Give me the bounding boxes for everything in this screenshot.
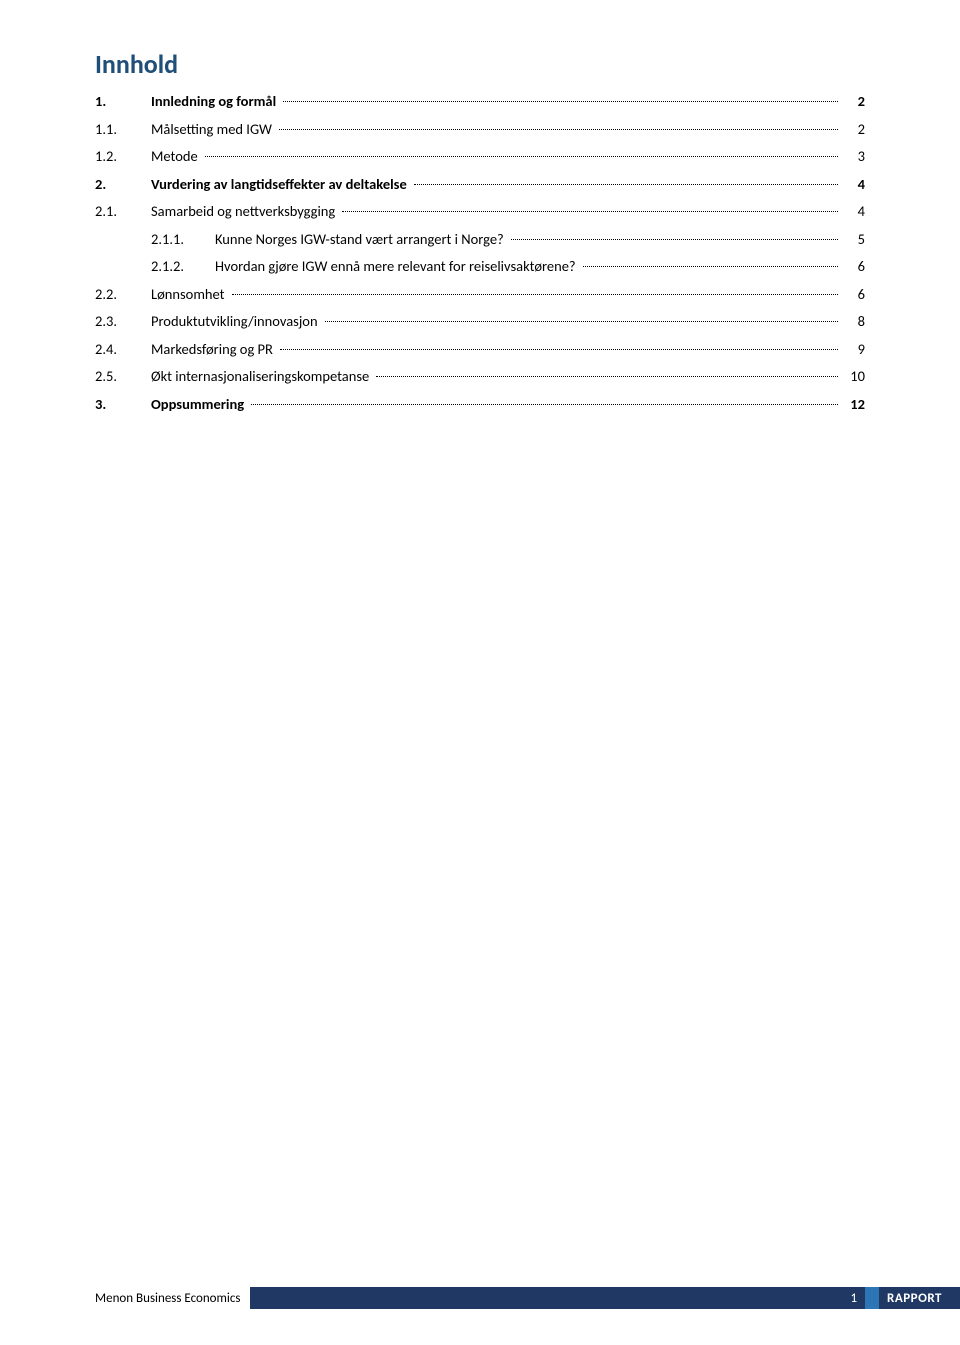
- toc-entry-page: 10: [841, 363, 865, 391]
- page-title: Innhold: [95, 48, 865, 80]
- toc-entry-page: 12: [841, 391, 865, 419]
- footer-separator: [865, 1287, 879, 1309]
- toc-entry-page: 6: [841, 253, 865, 281]
- toc-entry-page: 6: [841, 281, 865, 309]
- toc-entry[interactable]: 2.3.Produktutvikling/innovasjon 8: [95, 308, 865, 336]
- footer-bar: 1: [250, 1287, 865, 1309]
- footer-right-text: RAPPORT: [879, 1287, 960, 1309]
- footer-left-text: Menon Business Economics: [0, 1287, 250, 1309]
- toc-entry-number: 3.: [95, 391, 151, 419]
- toc-leader: [376, 376, 838, 377]
- toc-entry[interactable]: 2.Vurdering av langtidseffekter av delta…: [95, 171, 865, 199]
- toc-entry-label: Økt internasjonaliseringskompetanse: [151, 363, 373, 391]
- toc-leader: [279, 129, 838, 130]
- toc-entry-page: 2: [841, 88, 865, 116]
- toc-entry-label: Kunne Norges IGW-stand vært arrangert i …: [215, 226, 508, 254]
- toc-entry-label: Metode: [151, 143, 202, 171]
- toc-entry-label: Markedsføring og PR: [151, 336, 277, 364]
- toc-entry[interactable]: 1.2.Metode 3: [95, 143, 865, 171]
- toc-entry-page: 3: [841, 143, 865, 171]
- toc-entry-page: 2: [841, 116, 865, 144]
- toc-entry-page: 4: [841, 171, 865, 199]
- toc-entry[interactable]: 2.1.Samarbeid og nettverksbygging 4: [95, 198, 865, 226]
- toc-entry-page: 8: [841, 308, 865, 336]
- page-footer: Menon Business Economics 1 RAPPORT: [0, 1287, 960, 1309]
- toc-entry[interactable]: 3.Oppsummering 12: [95, 391, 865, 419]
- toc-entry-page: 4: [841, 198, 865, 226]
- toc-entry-label: Produktutvikling/innovasjon: [151, 308, 322, 336]
- toc-leader: [325, 321, 838, 322]
- toc-entry-number: 2.5.: [95, 363, 151, 391]
- toc-leader: [583, 266, 838, 267]
- toc-entry[interactable]: 2.4.Markedsføring og PR 9: [95, 336, 865, 364]
- toc-leader: [283, 101, 838, 102]
- toc-entry[interactable]: 2.2.Lønnsomhet 6: [95, 281, 865, 309]
- toc-leader: [414, 184, 838, 185]
- toc-leader: [280, 349, 838, 350]
- toc-entry[interactable]: 2.1.1.Kunne Norges IGW-stand vært arrang…: [95, 226, 865, 254]
- toc-entry-number: 2.1.2.: [151, 253, 215, 281]
- toc-entry-number: 2.1.1.: [151, 226, 215, 254]
- page: Innhold 1.Innledning og formål21.1.Målse…: [0, 0, 960, 1345]
- toc-entry-number: 1.: [95, 88, 151, 116]
- toc-entry-number: 2.4.: [95, 336, 151, 364]
- table-of-contents: 1.Innledning og formål21.1.Målsetting me…: [95, 88, 865, 419]
- toc-leader: [205, 156, 838, 157]
- footer-page-number: 1: [850, 1291, 857, 1306]
- toc-entry-label: Lønnsomhet: [151, 281, 229, 309]
- toc-leader: [251, 404, 838, 405]
- toc-leader: [342, 211, 838, 212]
- toc-entry-page: 9: [841, 336, 865, 364]
- toc-entry-number: 2.: [95, 171, 151, 199]
- toc-entry-number: 1.2.: [95, 143, 151, 171]
- toc-entry-label: Samarbeid og nettverksbygging: [151, 198, 339, 226]
- toc-entry-number: 1.1.: [95, 116, 151, 144]
- toc-entry-label: Oppsummering: [151, 391, 248, 419]
- toc-entry-number: 2.1.: [95, 198, 151, 226]
- toc-entry[interactable]: 1.1.Målsetting med IGW 2: [95, 116, 865, 144]
- toc-entry-page: 5: [841, 226, 865, 254]
- toc-entry-label: Innledning og formål: [151, 88, 280, 116]
- toc-entry[interactable]: 2.1.2.Hvordan gjøre IGW ennå mere releva…: [95, 253, 865, 281]
- toc-entry-label: Vurdering av langtidseffekter av deltake…: [151, 171, 411, 199]
- toc-entry[interactable]: 1.Innledning og formål 2: [95, 88, 865, 116]
- toc-entry-number: 2.2.: [95, 281, 151, 309]
- toc-entry-label: Hvordan gjøre IGW ennå mere relevant for…: [215, 253, 580, 281]
- toc-entry-number: 2.3.: [95, 308, 151, 336]
- toc-entry-label: Målsetting med IGW: [151, 116, 276, 144]
- toc-leader: [511, 239, 838, 240]
- toc-leader: [232, 294, 838, 295]
- toc-entry[interactable]: 2.5.Økt internasjonaliseringskompetanse 1…: [95, 363, 865, 391]
